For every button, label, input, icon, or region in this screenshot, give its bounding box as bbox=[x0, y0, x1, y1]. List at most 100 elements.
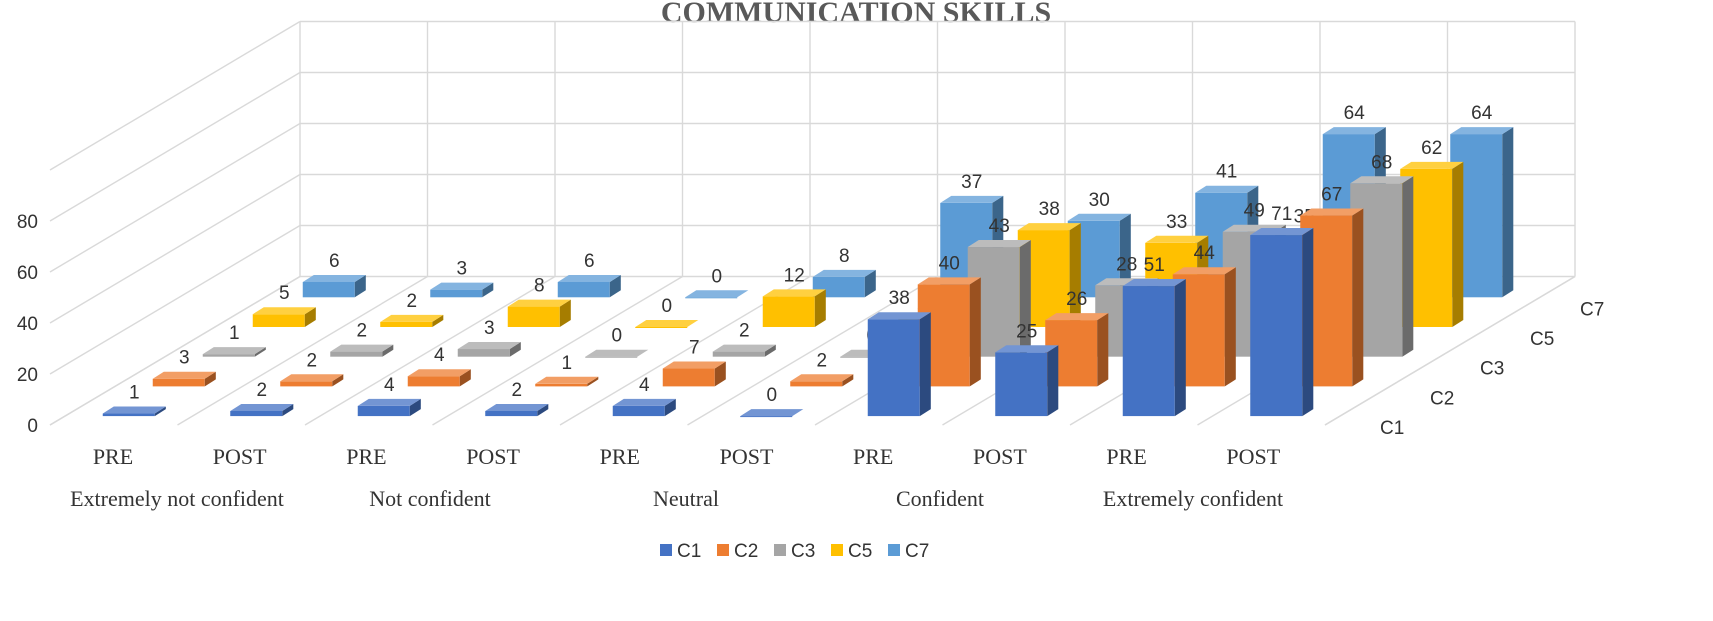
x-tick-label: POST bbox=[1226, 444, 1280, 469]
bar-front bbox=[357, 405, 410, 417]
bar-side bbox=[842, 374, 854, 387]
bar-C1-9: 51 bbox=[1122, 255, 1186, 417]
bar-C3-1: 1 bbox=[202, 323, 266, 357]
bar-C7-2: 3 bbox=[430, 259, 494, 298]
bar-top bbox=[1045, 313, 1109, 321]
data-label: 3 bbox=[484, 318, 495, 339]
bar-top bbox=[712, 344, 776, 352]
bar-side bbox=[304, 307, 316, 327]
data-label: 3 bbox=[179, 348, 190, 369]
bar-front bbox=[790, 381, 843, 387]
data-label: 40 bbox=[939, 253, 960, 274]
bar-side bbox=[814, 289, 826, 327]
bar-C2-6: 2 bbox=[790, 350, 854, 387]
data-label: 1 bbox=[229, 323, 240, 344]
data-label: 68 bbox=[1371, 152, 1392, 173]
data-label: 43 bbox=[989, 216, 1010, 237]
data-label: 49 bbox=[1244, 201, 1265, 222]
bar-top bbox=[1300, 208, 1364, 216]
bar-side bbox=[354, 275, 366, 298]
legend-item-C3: C3 bbox=[774, 541, 815, 562]
bar-top bbox=[1145, 235, 1209, 243]
data-label: 71 bbox=[1271, 204, 1292, 225]
data-label: 30 bbox=[1089, 190, 1110, 211]
bar-C7-5: 8 bbox=[812, 246, 876, 298]
bar-top bbox=[1450, 127, 1514, 135]
bar-side bbox=[1174, 279, 1186, 417]
depth-label: C2 bbox=[1430, 388, 1454, 409]
depth-label: C5 bbox=[1530, 329, 1554, 350]
gridline bbox=[49, 122, 301, 273]
bar-front bbox=[407, 376, 460, 387]
data-label: 6 bbox=[329, 251, 340, 272]
bar-top bbox=[867, 312, 931, 320]
data-label: 28 bbox=[1116, 254, 1137, 275]
bar-top bbox=[380, 314, 444, 322]
data-label: 8 bbox=[534, 276, 545, 297]
data-label: 37 bbox=[961, 172, 982, 193]
legend-label: C7 bbox=[905, 541, 929, 562]
bar-front bbox=[685, 297, 738, 299]
bar-C5-2: 2 bbox=[380, 291, 444, 327]
bar-front bbox=[1122, 286, 1175, 417]
bar-front bbox=[840, 356, 893, 358]
bar-C5-3: 8 bbox=[507, 276, 571, 327]
bar-C2-1: 3 bbox=[152, 348, 216, 387]
bar-C5-5: 12 bbox=[762, 265, 826, 327]
bar-top bbox=[252, 307, 316, 315]
bar-side bbox=[587, 376, 599, 387]
data-label: 2 bbox=[816, 350, 827, 371]
data-label: 25 bbox=[1016, 321, 1037, 342]
bar-side bbox=[537, 404, 549, 417]
data-label: 62 bbox=[1421, 138, 1442, 159]
bar-side bbox=[1352, 208, 1364, 387]
bar-front bbox=[280, 381, 333, 387]
data-label: 51 bbox=[1144, 255, 1165, 276]
bar-top bbox=[407, 369, 471, 377]
x-tick-label: PRE bbox=[853, 444, 893, 469]
bar-top bbox=[812, 269, 876, 277]
bar-front bbox=[995, 352, 1048, 417]
x-tick-label: PRE bbox=[1106, 444, 1146, 469]
bar-top bbox=[967, 240, 1031, 247]
bar-side bbox=[509, 342, 521, 357]
depth-label: C1 bbox=[1380, 418, 1404, 439]
bar-side bbox=[432, 314, 444, 327]
data-label: 41 bbox=[1216, 162, 1237, 183]
data-label: 2 bbox=[256, 380, 267, 401]
bar-front bbox=[507, 306, 560, 327]
floor-line bbox=[432, 275, 683, 426]
bar-C2-2: 2 bbox=[280, 350, 344, 387]
legend-item-C1: C1 bbox=[660, 541, 701, 562]
bar-top bbox=[1122, 279, 1186, 286]
group-label: Extremely not confident bbox=[70, 486, 284, 511]
bar-side bbox=[1452, 161, 1464, 327]
legend-label: C1 bbox=[677, 541, 701, 562]
bar-C5-1: 5 bbox=[252, 283, 316, 327]
bar-side bbox=[409, 398, 421, 417]
bar-C3-2: 2 bbox=[330, 321, 394, 357]
x-axis-labels: PRE POST PRE POST PRE POST PRE POST PRE POST Extre… bbox=[70, 444, 1283, 511]
data-label: 2 bbox=[739, 321, 750, 342]
legend-swatch bbox=[831, 544, 843, 556]
y-tick-label: 80 bbox=[17, 212, 38, 233]
data-label: 2 bbox=[356, 321, 367, 342]
bar-top bbox=[1350, 176, 1414, 184]
bar-front bbox=[867, 319, 920, 417]
bar-front bbox=[430, 289, 483, 298]
bar-side bbox=[254, 347, 266, 357]
data-label: 5 bbox=[279, 283, 290, 304]
data-label: 38 bbox=[1039, 199, 1060, 220]
legend-item-C2: C2 bbox=[717, 541, 758, 562]
legend-label: C5 bbox=[848, 541, 872, 562]
bar-C3-3: 3 bbox=[457, 318, 521, 357]
bar-C3-5: 2 bbox=[712, 321, 776, 357]
bar-side bbox=[1019, 240, 1031, 357]
bar-top bbox=[762, 289, 826, 297]
legend-label: C3 bbox=[791, 541, 815, 562]
bar-side bbox=[282, 404, 294, 417]
bar-side bbox=[1069, 223, 1081, 327]
bar-front bbox=[230, 410, 283, 417]
data-label: 8 bbox=[839, 246, 850, 267]
bar-top bbox=[430, 282, 494, 290]
